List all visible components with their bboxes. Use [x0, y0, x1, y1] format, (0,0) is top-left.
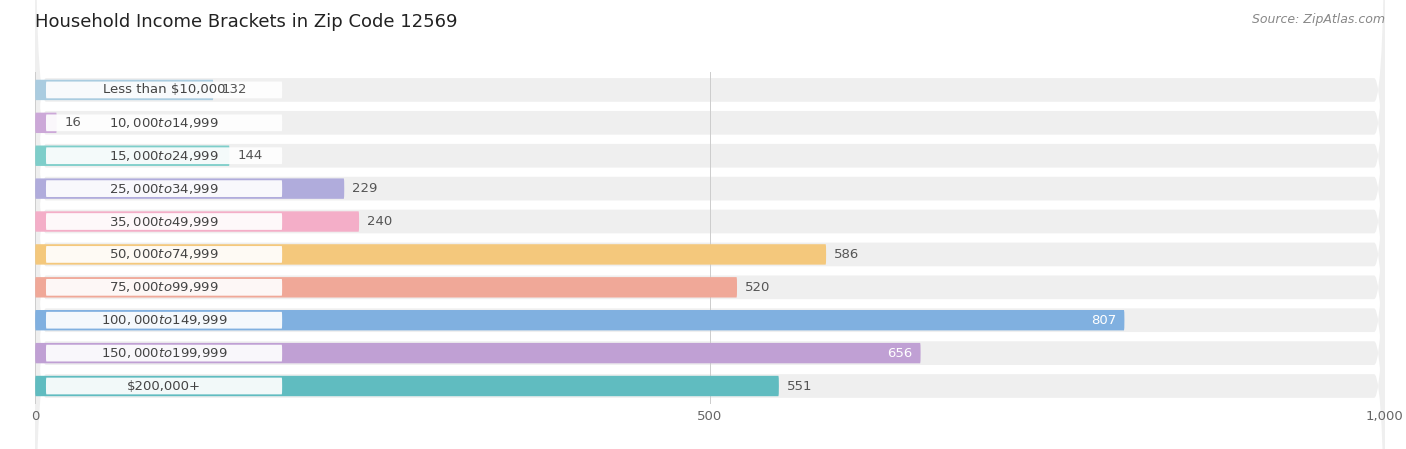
Text: 656: 656 [887, 347, 912, 360]
FancyBboxPatch shape [35, 277, 737, 298]
FancyBboxPatch shape [35, 113, 56, 133]
FancyBboxPatch shape [35, 0, 1385, 440]
FancyBboxPatch shape [35, 244, 827, 264]
Text: 229: 229 [353, 182, 378, 195]
Text: $25,000 to $34,999: $25,000 to $34,999 [110, 182, 219, 196]
Text: 586: 586 [834, 248, 859, 261]
Text: $50,000 to $74,999: $50,000 to $74,999 [110, 247, 219, 261]
FancyBboxPatch shape [35, 0, 1385, 407]
FancyBboxPatch shape [46, 378, 283, 394]
Text: Source: ZipAtlas.com: Source: ZipAtlas.com [1251, 13, 1385, 26]
Text: 240: 240 [367, 215, 392, 228]
FancyBboxPatch shape [35, 310, 1125, 330]
Text: 16: 16 [65, 116, 82, 129]
FancyBboxPatch shape [35, 0, 1385, 341]
FancyBboxPatch shape [35, 3, 1385, 449]
FancyBboxPatch shape [46, 213, 283, 230]
FancyBboxPatch shape [46, 82, 283, 98]
Text: 551: 551 [787, 379, 813, 392]
FancyBboxPatch shape [35, 0, 1385, 374]
Text: 807: 807 [1091, 314, 1116, 327]
FancyBboxPatch shape [35, 135, 1385, 449]
Text: $150,000 to $199,999: $150,000 to $199,999 [101, 346, 228, 360]
Text: 520: 520 [745, 281, 770, 294]
FancyBboxPatch shape [46, 147, 283, 164]
FancyBboxPatch shape [35, 178, 344, 199]
FancyBboxPatch shape [35, 80, 214, 100]
FancyBboxPatch shape [35, 102, 1385, 449]
FancyBboxPatch shape [35, 211, 359, 232]
Text: $15,000 to $24,999: $15,000 to $24,999 [110, 149, 219, 163]
FancyBboxPatch shape [46, 246, 283, 263]
Text: Less than $10,000: Less than $10,000 [103, 84, 225, 97]
Text: $10,000 to $14,999: $10,000 to $14,999 [110, 116, 219, 130]
FancyBboxPatch shape [46, 180, 283, 197]
Text: $75,000 to $99,999: $75,000 to $99,999 [110, 280, 219, 294]
FancyBboxPatch shape [46, 345, 283, 361]
FancyBboxPatch shape [35, 0, 1385, 449]
FancyBboxPatch shape [46, 114, 283, 131]
FancyBboxPatch shape [35, 36, 1385, 449]
FancyBboxPatch shape [46, 279, 283, 296]
Text: $35,000 to $49,999: $35,000 to $49,999 [110, 215, 219, 229]
FancyBboxPatch shape [35, 343, 921, 363]
FancyBboxPatch shape [46, 312, 283, 329]
FancyBboxPatch shape [35, 376, 779, 396]
Text: $100,000 to $149,999: $100,000 to $149,999 [101, 313, 228, 327]
FancyBboxPatch shape [35, 69, 1385, 449]
FancyBboxPatch shape [35, 145, 229, 166]
Text: Household Income Brackets in Zip Code 12569: Household Income Brackets in Zip Code 12… [35, 13, 457, 31]
Text: 144: 144 [238, 149, 263, 162]
Text: $200,000+: $200,000+ [127, 379, 201, 392]
Text: 132: 132 [221, 84, 247, 97]
